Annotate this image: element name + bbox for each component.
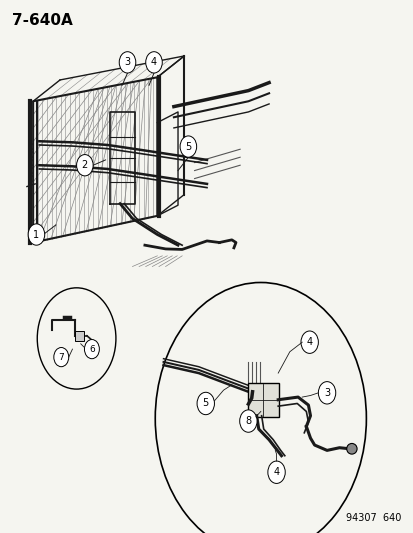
Circle shape (180, 136, 196, 157)
Text: 4: 4 (273, 467, 279, 477)
Circle shape (155, 282, 366, 533)
Text: 7-640A: 7-640A (12, 13, 73, 28)
Ellipse shape (346, 443, 356, 454)
Text: 1: 1 (33, 230, 39, 239)
Text: 3: 3 (323, 388, 329, 398)
Circle shape (197, 392, 214, 415)
Circle shape (84, 340, 99, 359)
Text: 7: 7 (58, 353, 64, 361)
Circle shape (119, 52, 135, 73)
Circle shape (54, 348, 69, 367)
Circle shape (318, 382, 335, 404)
Text: 94307  640: 94307 640 (345, 513, 401, 523)
Text: 8: 8 (245, 416, 251, 426)
Circle shape (37, 288, 116, 389)
Circle shape (145, 52, 162, 73)
Circle shape (28, 224, 45, 245)
Text: 2: 2 (81, 160, 88, 170)
Text: 6: 6 (89, 345, 95, 353)
Circle shape (76, 155, 93, 176)
Circle shape (300, 331, 318, 353)
FancyBboxPatch shape (75, 331, 83, 341)
Text: 5: 5 (202, 399, 209, 408)
FancyBboxPatch shape (247, 383, 278, 417)
Text: 4: 4 (151, 58, 157, 67)
Text: 3: 3 (124, 58, 130, 67)
Text: 5: 5 (185, 142, 191, 151)
Text: 4: 4 (306, 337, 312, 347)
Circle shape (267, 461, 285, 483)
Circle shape (239, 410, 256, 432)
